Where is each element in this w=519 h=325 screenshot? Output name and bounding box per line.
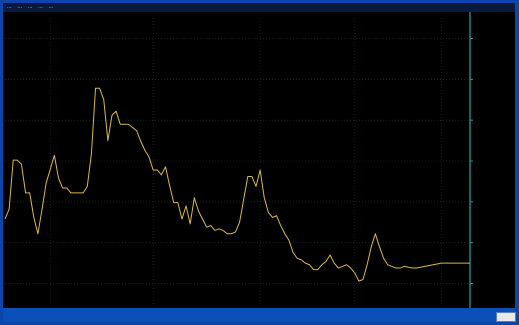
line-chart [4, 12, 473, 308]
y-tick-labels [470, 38, 473, 284]
x-axis-bar [3, 308, 515, 322]
title-bar-segment: ... [48, 4, 54, 10]
plot-area[interactable] [3, 12, 515, 308]
series-layer [4, 87, 470, 282]
title-bar: ... ... ... ... ... [3, 3, 515, 12]
series-line [4, 87, 470, 282]
title-bar-segment: ... [38, 4, 43, 10]
title-bar-segment: ... [27, 4, 33, 10]
grid-lines [5, 18, 470, 304]
title-bar-left: ... [7, 4, 12, 10]
title-bar-segment: ... [17, 4, 23, 10]
corner-badge[interactable] [496, 312, 516, 322]
